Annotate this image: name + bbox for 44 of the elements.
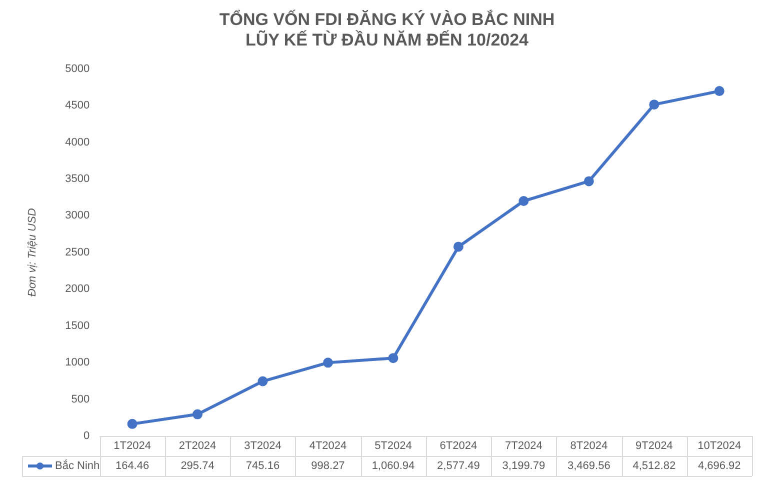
x-tick-label: 3T2024 bbox=[244, 440, 282, 452]
y-tick-label: 2000 bbox=[65, 283, 90, 296]
data-label: 4,512.82 bbox=[632, 460, 676, 472]
point bbox=[714, 86, 724, 96]
chart-title: TỔNG VỐN FDI ĐĂNG KÝ VÀO BẮC NINH LŨY KẾ TỪ ĐẦU NĂM ĐẾN 10/2024 bbox=[219, 8, 555, 50]
y-tick-label: 1000 bbox=[65, 356, 90, 369]
data-label: 1,060.94 bbox=[372, 460, 415, 472]
point bbox=[192, 409, 203, 420]
data-label: 3,469.56 bbox=[568, 460, 610, 472]
x-tick-label: 4T2024 bbox=[309, 440, 347, 452]
data-label: 295.74 bbox=[180, 460, 214, 472]
point bbox=[649, 100, 660, 110]
x-tick-label: 9T2024 bbox=[635, 440, 673, 452]
x-tick-label: 6T2024 bbox=[440, 440, 478, 452]
x-tick-label: 10T2024 bbox=[698, 440, 742, 452]
data-label: 4,696.92 bbox=[698, 460, 741, 472]
point bbox=[258, 376, 268, 386]
y-tick-label: 0 bbox=[84, 430, 90, 442]
data-label: 745.16 bbox=[246, 460, 280, 472]
x-tick-label: 7T2024 bbox=[505, 440, 542, 452]
x-tick-label: 5T2024 bbox=[374, 440, 412, 452]
legend-label: Bắc Ninh bbox=[55, 459, 100, 472]
data-label: 998.27 bbox=[311, 460, 345, 472]
y-tick-label: 4000 bbox=[65, 136, 90, 148]
y-tick-label: 5000 bbox=[65, 62, 90, 75]
x-tick-label: 2T2024 bbox=[178, 440, 216, 452]
y-tick-label: 2500 bbox=[65, 246, 90, 258]
y-tick-label: 3000 bbox=[65, 210, 90, 222]
data-label: 164.46 bbox=[115, 460, 150, 472]
y-tick-label: 3500 bbox=[65, 172, 90, 185]
data-label: 3,199.79 bbox=[502, 460, 546, 472]
point bbox=[453, 242, 464, 252]
point bbox=[518, 196, 529, 206]
point bbox=[388, 353, 398, 364]
y-tick-label: 4500 bbox=[65, 100, 90, 112]
y-tick-label: 500 bbox=[71, 393, 90, 406]
x-tick-label: 1T2024 bbox=[114, 440, 151, 452]
point bbox=[584, 176, 594, 186]
y-tick-label: 1500 bbox=[65, 320, 90, 332]
point bbox=[322, 358, 333, 368]
point bbox=[127, 418, 138, 429]
y-axis-title: Đơn vị: Triệu USD bbox=[26, 208, 39, 297]
x-tick-label: 8T2024 bbox=[570, 440, 608, 452]
data-label: 2,577.49 bbox=[437, 460, 480, 472]
